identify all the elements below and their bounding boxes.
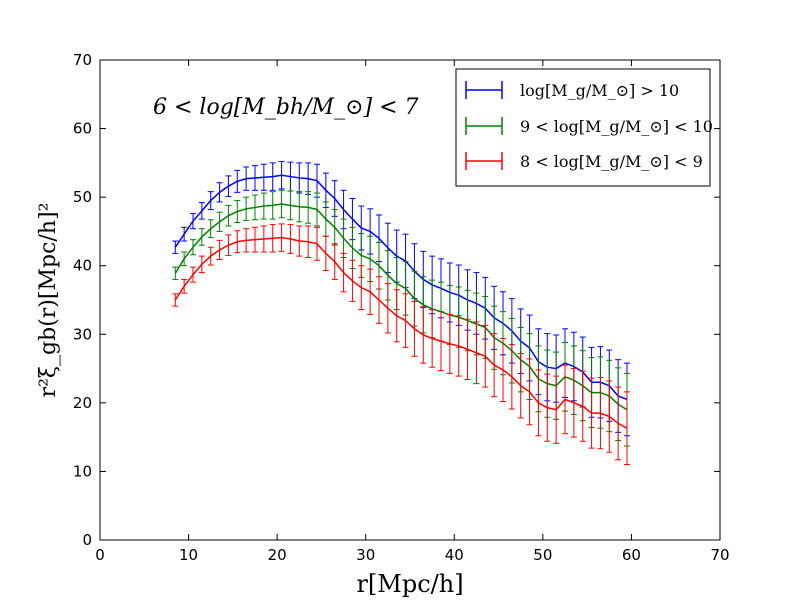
legend-label-mid: 9 < log[M_g/M_⊙] < 10: [520, 117, 713, 136]
x-tick-label-3: 30: [356, 546, 375, 564]
series-line-2: [174, 236, 628, 429]
annotation-text: 6 < log[M_bh/M_⊙] < 7: [153, 95, 419, 120]
legend-entry-low: 8 < log[M_g/M_⊙] < 9: [465, 152, 703, 171]
x-tick-label-5: 50: [533, 546, 552, 564]
y-tick-label-5: 50: [73, 188, 92, 206]
ticks-layer: 0 10 20 30 40 50 60 70 0 10 20 30 40 50 60 70: [73, 51, 730, 564]
x-tick-label-1: 10: [179, 546, 198, 564]
legend-label-high: log[M_g/M_⊙] > 10: [520, 81, 679, 100]
y-tick-label-2: 20: [73, 394, 92, 412]
y-tick-label-6: 60: [73, 120, 92, 138]
y-tick-label-3: 30: [73, 325, 92, 343]
x-tick-label-2: 20: [268, 546, 287, 564]
series-line-0: [174, 174, 628, 401]
plot-frame: [99, 59, 721, 541]
legend-entry-high: log[M_g/M_⊙] > 10: [465, 81, 679, 100]
y-axis-label: r²ξ_gb(r)[Mpc/h]²: [36, 203, 61, 398]
x-tick-label-0: 0: [95, 546, 105, 564]
y-tick-label-4: 40: [73, 257, 92, 275]
y-tick-label-7: 70: [73, 51, 92, 69]
x-axis-label: r[Mpc/h]: [356, 570, 463, 598]
y-tick-label-1: 10: [73, 462, 92, 480]
x-tick-label-7: 70: [710, 546, 729, 564]
legend: log[M_g/M_⊙] > 10 9 < log[M_g/M_⊙] < 10 …: [455, 68, 713, 187]
x-tick-label-6: 60: [622, 546, 641, 564]
legend-box: [455, 68, 711, 187]
legend-label-low: 8 < log[M_g/M_⊙] < 9: [520, 152, 703, 171]
y-tick-label-0: 0: [82, 531, 92, 549]
series-2: [172, 223, 630, 466]
legend-entry-mid: 9 < log[M_g/M_⊙] < 10: [465, 117, 713, 136]
series-line-1: [174, 203, 628, 411]
x-tick-label-4: 40: [445, 546, 464, 564]
series-layer: [172, 160, 630, 466]
